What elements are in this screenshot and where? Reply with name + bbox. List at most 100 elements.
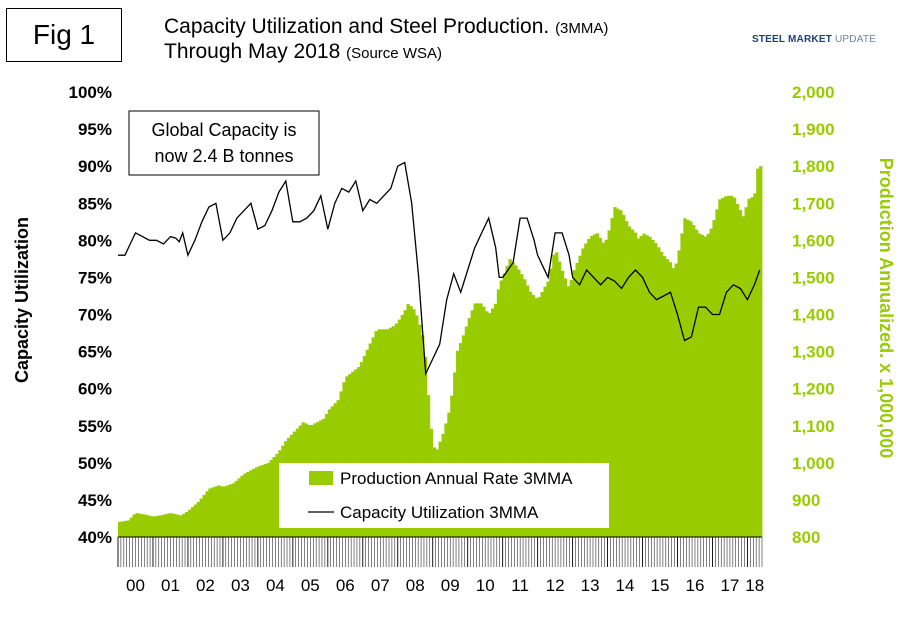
production-bar [575, 262, 579, 537]
production-bar [217, 485, 221, 537]
production-bar [540, 291, 544, 537]
x-tick-label: 11 [511, 576, 529, 595]
production-bar [458, 343, 463, 537]
production-bar [741, 216, 745, 538]
production-bar [662, 256, 667, 537]
production-bar [668, 262, 673, 537]
production-bar [176, 514, 180, 537]
production-bar [645, 235, 649, 538]
right-axis-title: Production Annualized. x 1,000,000 [876, 158, 896, 458]
production-bar [651, 240, 655, 537]
production-bar [665, 259, 670, 537]
production-bar [135, 513, 139, 537]
production-bar [595, 233, 600, 537]
production-bar [721, 197, 725, 537]
production-bar [272, 456, 276, 537]
right-tick-label: 1,000 [792, 454, 835, 473]
production-bar [654, 243, 658, 538]
production-bar [219, 486, 224, 537]
production-bar [202, 494, 206, 537]
production-bar [167, 513, 171, 537]
production-bar [491, 308, 495, 537]
title-line-1-note: (3MMA) [555, 20, 609, 37]
right-tick-label: 1,200 [792, 380, 835, 399]
production-bar [546, 281, 550, 537]
brand-logo: STEEL MARKET UPDATE [752, 34, 877, 45]
production-bar [158, 515, 163, 537]
production-bar [170, 513, 174, 537]
production-bar [744, 207, 748, 537]
chart-title: Capacity Utilization and Steel Productio… [164, 14, 608, 64]
figure-label: Fig 1 [6, 8, 122, 62]
production-bar [374, 331, 378, 537]
production-bar [126, 520, 131, 537]
production-bar [727, 195, 731, 537]
production-bar [249, 470, 253, 537]
right-tick-label: 1,900 [792, 120, 835, 139]
production-bar [383, 329, 387, 537]
left-tick-label: 45% [78, 491, 112, 510]
left-tick-label: 90% [78, 157, 112, 176]
production-bar [470, 310, 474, 537]
title-line-2-note: (Source WSA) [346, 45, 442, 63]
x-tick-label: 13 [581, 576, 600, 595]
production-bar [694, 229, 699, 538]
x-tick-label: 03 [231, 576, 250, 595]
production-bar [365, 349, 369, 537]
production-bar [616, 208, 620, 537]
x-tick-label: 17 [720, 576, 739, 595]
production-bar [348, 374, 352, 537]
production-bar [488, 313, 492, 537]
production-bar [225, 485, 230, 537]
left-tick-label: 85% [78, 194, 112, 213]
production-bar [692, 225, 696, 538]
production-bar [179, 515, 183, 537]
production-bar [642, 233, 646, 537]
production-bar [263, 463, 268, 537]
production-bar [199, 498, 203, 537]
production-bar [467, 318, 471, 537]
x-tick-label: 09 [441, 576, 460, 595]
production-bar [356, 367, 361, 537]
production-bar [674, 263, 678, 537]
production-bar [453, 372, 457, 537]
right-tick-label: 1,800 [792, 157, 835, 176]
production-bar [750, 197, 754, 537]
production-bar [523, 279, 527, 537]
production-bar [514, 265, 518, 537]
production-bar [537, 297, 541, 537]
production-bar [254, 467, 259, 537]
x-axis-labels: 00 01 02 03 04 05 06 07 08 09 10 11 12 13 14 15 16 17 18 [126, 576, 764, 595]
right-tick-label: 1,700 [792, 194, 835, 213]
production-bar [517, 269, 521, 537]
production-bar [345, 376, 349, 537]
production-bar [671, 268, 675, 537]
x-tick-label: 18 [745, 576, 764, 595]
x-tick-label: 07 [371, 576, 390, 595]
production-bar [123, 520, 128, 537]
production-bar [190, 507, 195, 537]
production-bar [456, 350, 460, 537]
left-tick-label: 70% [78, 306, 112, 325]
production-bar [231, 483, 235, 537]
title-line-1: Capacity Utilization and Steel Productio… [164, 15, 550, 38]
production-bar [260, 465, 265, 537]
production-bar [275, 453, 279, 537]
legend-swatch-production [309, 471, 333, 485]
production-bar [601, 242, 606, 537]
production-bar [120, 521, 125, 537]
production-bar [476, 303, 480, 538]
production-bar [572, 270, 576, 537]
production-bar [499, 280, 504, 537]
capacity-utilization-line [118, 161, 761, 377]
production-bar [354, 369, 358, 537]
production-bar [185, 511, 189, 537]
production-bar [578, 255, 582, 537]
production-bar [380, 329, 384, 537]
production-bar [397, 319, 402, 537]
production-bar [610, 218, 614, 537]
left-tick-label: 100% [69, 83, 112, 102]
production-bar [753, 193, 757, 538]
x-tick-label: 15 [651, 576, 670, 595]
